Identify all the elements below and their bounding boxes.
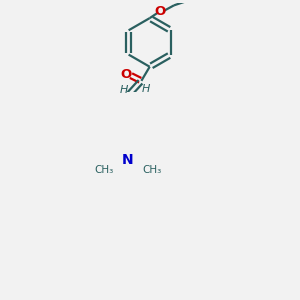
Text: O: O — [121, 68, 132, 81]
Text: CH₃: CH₃ — [142, 165, 162, 175]
Text: H: H — [120, 85, 128, 95]
Text: N: N — [122, 152, 134, 167]
Text: H: H — [142, 84, 150, 94]
Text: CH₃: CH₃ — [94, 165, 113, 175]
Text: O: O — [154, 5, 166, 18]
